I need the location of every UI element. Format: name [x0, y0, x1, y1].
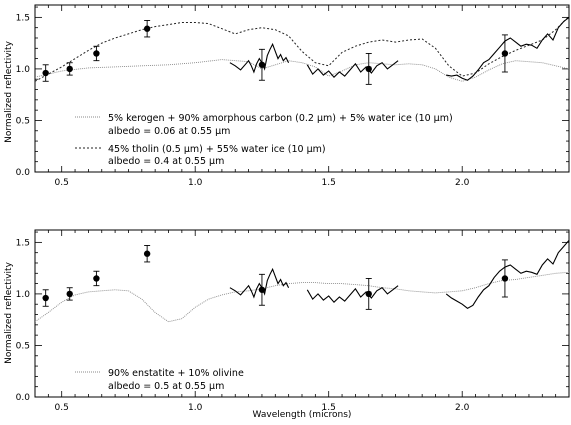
plot-area [35, 15, 569, 85]
x-tick-label: 0.5 [55, 403, 69, 413]
observed-spectrum-segment [446, 16, 569, 81]
data-point [143, 25, 151, 32]
data-point [258, 286, 266, 293]
data-point [93, 275, 100, 282]
y-tick-label: 0.0 [16, 393, 31, 403]
x-tick-label: 2.0 [455, 403, 470, 413]
y-tick-label: 1.0 [16, 290, 31, 300]
y-tick-label: 0.5 [16, 341, 30, 351]
legend-entry-1-note: albedo = 0.06 at 0.55 µm [108, 126, 230, 137]
legend-entry-2-label: 45% tholin (0.5 µm) + 55% water ice (10 … [108, 144, 326, 155]
top-panel: 0.5 1.0 1.5 2.0 0.0 0.5 1.0 1.5 5% kerogen + 90… [4, 4, 570, 188]
y-axis-label: Normalized reflectivity [4, 261, 14, 363]
y-tick-label: 1.5 [16, 13, 30, 23]
x-tick-label: 1.5 [322, 403, 336, 413]
plot-area [35, 239, 569, 323]
data-point [42, 294, 49, 302]
data-point [42, 69, 49, 77]
x-tick-label: 2.0 [455, 178, 470, 188]
model-curve-dashed [35, 15, 569, 82]
legend-entry-1-note: albedo = 0.5 at 0.55 µm [108, 381, 224, 392]
legend-entry-1-label: 90% enstatite + 10% olivine [108, 368, 244, 379]
model-curve-dotted [35, 271, 569, 323]
observed-spectrum-segment [229, 42, 290, 74]
y-tick-label: 0.5 [16, 116, 30, 126]
observed-spectrum-segment [306, 285, 399, 304]
data-point [258, 61, 266, 68]
observed-spectrum-segment [306, 60, 399, 79]
data-point [66, 65, 73, 73]
y-tick-label: 0.0 [16, 168, 31, 178]
data-point [365, 290, 372, 298]
y-axis-label: Normalized reflectivity [4, 40, 14, 142]
data-point [66, 290, 73, 298]
data-point [501, 275, 509, 282]
data-point [365, 65, 372, 73]
x-tick-label: 1.0 [188, 403, 203, 413]
x-tick-label: 0.5 [55, 178, 69, 188]
x-tick-label: 1.0 [188, 178, 203, 188]
y-tick-label: 1.5 [16, 238, 30, 248]
data-point [143, 250, 151, 257]
x-axis-label: Wavelength (microns) [253, 410, 352, 420]
y-tick-label: 1.0 [16, 65, 31, 75]
data-point [93, 50, 100, 57]
observed-spectrum-segment [445, 239, 569, 309]
legend-entry-1-label: 5% kerogen + 90% amorphous carbon (0.2 µ… [108, 113, 453, 124]
model-curve-dotted [35, 59, 569, 82]
legend-entry-2-note: albedo = 0.4 at 0.55 µm [108, 156, 224, 167]
bottom-panel: 0.5 1.0 1.5 2.0 0.0 0.5 1.0 1.5 90% enstatite +… [4, 229, 570, 420]
observed-spectrum-segment [229, 267, 290, 299]
data-point [501, 50, 509, 57]
x-tick-label: 1.5 [322, 178, 336, 188]
